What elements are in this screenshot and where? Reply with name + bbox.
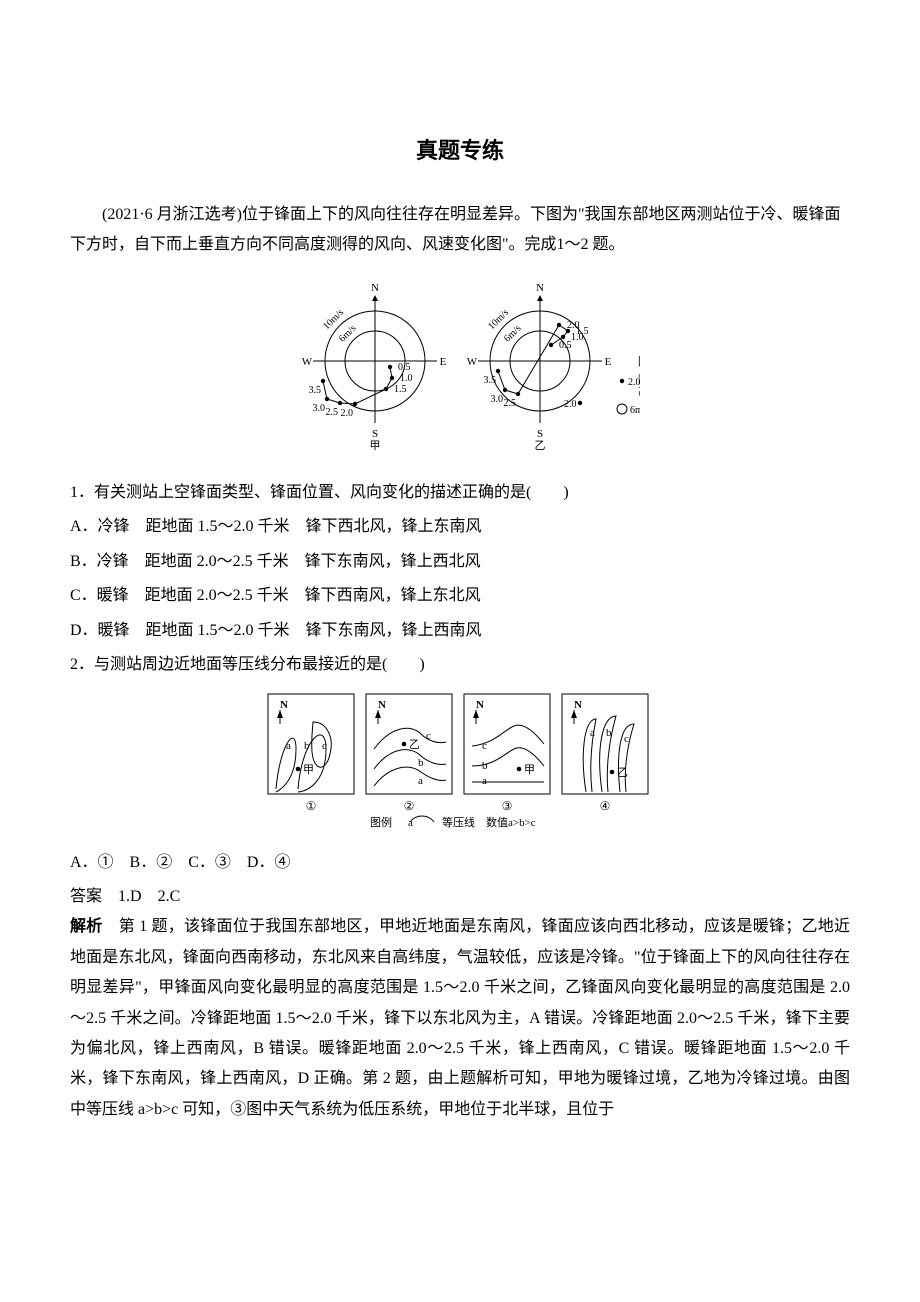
- svg-text:a: a: [418, 775, 423, 787]
- explain-text: 第 1 题，该锋面位于我国东部地区，甲地近地面是东南风，锋面应该向西北移动，应该…: [70, 918, 850, 1117]
- svg-text:E: E: [440, 356, 447, 368]
- svg-text:3.5: 3.5: [484, 375, 497, 386]
- svg-text:a: a: [286, 740, 291, 752]
- svg-text:乙: 乙: [535, 439, 546, 452]
- answer-label: 答案: [70, 888, 102, 905]
- svg-text:b: b: [482, 760, 488, 772]
- svg-text:N: N: [574, 699, 582, 711]
- svg-text:c: c: [426, 730, 431, 742]
- svg-text:6m/s: 6m/s: [502, 323, 524, 345]
- answer-text: 1.D 2.C: [102, 888, 180, 905]
- svg-text:高度(km): 高度(km): [638, 385, 640, 398]
- explain-block: 解析 第 1 题，该锋面位于我国东部地区，甲地近地面是东南风，锋面应该向西北移动…: [70, 912, 850, 1125]
- svg-text:乙: 乙: [617, 766, 628, 779]
- svg-text:距地面的: 距地面的: [638, 373, 640, 386]
- q1-stem: 1．有关测站上空锋面类型、锋面位置、风向变化的描述正确的是( ): [70, 478, 850, 508]
- svg-text:1.0: 1.0: [400, 373, 413, 384]
- svg-text:S: S: [537, 428, 543, 440]
- svg-text:0.5: 0.5: [559, 340, 572, 351]
- svg-text:W: W: [302, 356, 313, 368]
- svg-text:c: c: [482, 740, 487, 752]
- q1-option-a: A．冷锋 距地面 1.5～2.0 千米 锋下西北风，锋上东南风: [70, 512, 850, 542]
- svg-text:0.5: 0.5: [398, 362, 411, 373]
- svg-text:N: N: [371, 282, 379, 294]
- svg-text:N: N: [378, 699, 386, 711]
- svg-text:乙: 乙: [409, 738, 420, 751]
- svg-text:N: N: [536, 282, 544, 294]
- svg-text:W: W: [467, 356, 478, 368]
- figure-1: NSWE甲10m/s6m/s0.51.01.52.02.53.03.5NSWE乙…: [70, 271, 850, 472]
- svg-text:3.0: 3.0: [313, 403, 326, 414]
- svg-text:N: N: [476, 699, 484, 711]
- svg-text:甲: 甲: [524, 764, 535, 776]
- svg-text:①: ①: [306, 799, 317, 813]
- svg-text:甲: 甲: [303, 764, 314, 776]
- q2-stem: 2．与测站周边近地面等压线分布最接近的是( ): [70, 650, 850, 680]
- svg-text:②: ②: [404, 799, 415, 813]
- svg-text:6m/s 风速: 6m/s 风速: [630, 404, 640, 416]
- svg-text:E: E: [605, 356, 612, 368]
- svg-text:S: S: [372, 428, 378, 440]
- svg-text:2.5: 2.5: [504, 398, 517, 409]
- svg-text:c: c: [322, 740, 327, 752]
- svg-text:④: ④: [600, 799, 611, 813]
- svg-text:甲: 甲: [370, 440, 381, 452]
- polar-charts: NSWE甲10m/s6m/s0.51.01.52.02.53.03.5NSWE乙…: [280, 271, 640, 461]
- svg-text:图例: 图例: [638, 354, 640, 368]
- q1-option-c: C．暖锋 距地面 2.0～2.5 千米 锋下西南风，锋上东北风: [70, 581, 850, 611]
- isobar-panels: Nabc甲①Nabc乙②Nabc甲③Nabc乙④图例a等压线 数值a>b>c: [260, 690, 660, 830]
- svg-text:a: a: [590, 727, 595, 739]
- page-title: 真题专练: [70, 130, 850, 172]
- svg-text:等压线 数值a>b>c: 等压线 数值a>b>c: [442, 815, 536, 829]
- svg-text:2.0: 2.0: [567, 320, 580, 331]
- svg-text:③: ③: [502, 799, 513, 813]
- svg-text:b: b: [606, 727, 612, 739]
- svg-text:b: b: [418, 757, 424, 769]
- answer-line: 答案 1.D 2.C: [70, 882, 850, 912]
- figure-2: Nabc甲①Nabc乙②Nabc甲③Nabc乙④图例a等压线 数值a>b>c: [70, 690, 850, 841]
- svg-text:c: c: [624, 733, 629, 745]
- svg-text:2.0: 2.0: [341, 408, 354, 419]
- svg-text:N: N: [280, 699, 288, 711]
- svg-text:b: b: [304, 740, 310, 752]
- q1-option-b: B．冷锋 距地面 2.0～2.5 千米 锋下东南风，锋上西北风: [70, 547, 850, 577]
- svg-text:3.5: 3.5: [309, 385, 322, 396]
- explain-label: 解析: [70, 918, 103, 935]
- svg-text:2.0: 2.0: [564, 399, 577, 410]
- svg-text:a: a: [408, 817, 413, 829]
- q2-options: A．① B．② C．③ D．④: [70, 848, 850, 878]
- svg-text:1.5: 1.5: [394, 384, 407, 395]
- svg-text:2.5: 2.5: [326, 407, 339, 418]
- svg-text:10m/s: 10m/s: [321, 307, 346, 332]
- svg-text:3.0: 3.0: [491, 394, 504, 405]
- svg-text:6m/s: 6m/s: [337, 323, 359, 345]
- svg-text:10m/s: 10m/s: [486, 307, 511, 332]
- intro-paragraph: (2021·6 月浙江选考)位于锋面上下的风向往往存在明显差异。下图为"我国东部…: [70, 200, 850, 261]
- svg-text:a: a: [482, 775, 487, 787]
- q1-option-d: D．暖锋 距地面 1.5～2.0 千米 锋下东南风，锋上西南风: [70, 616, 850, 646]
- svg-text:图例: 图例: [370, 815, 392, 829]
